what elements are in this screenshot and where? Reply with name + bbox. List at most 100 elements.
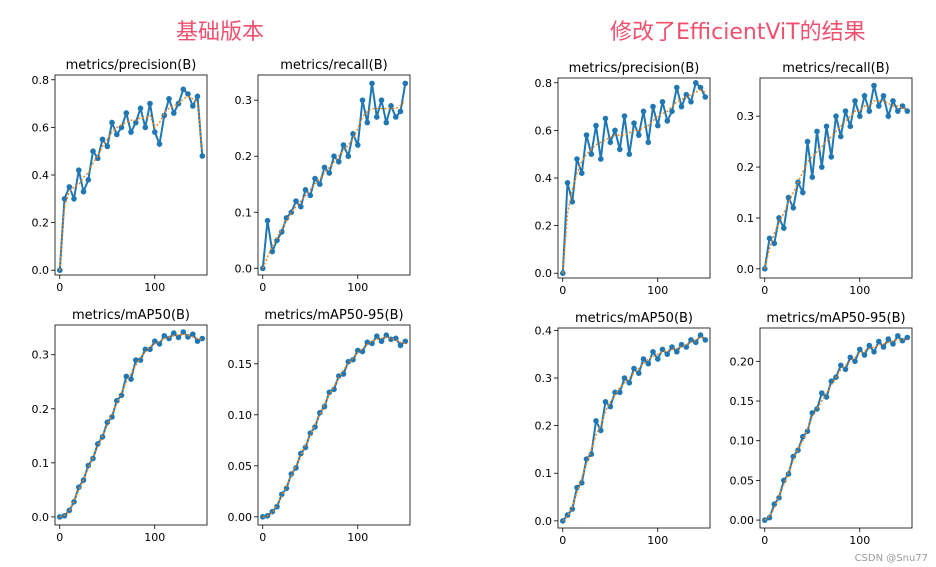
chart-title: metrics/mAP50(B) bbox=[72, 308, 190, 323]
data-point bbox=[885, 113, 892, 119]
data-point bbox=[640, 108, 647, 115]
data-point bbox=[598, 427, 604, 434]
y-tick-label: 0.3 bbox=[235, 94, 253, 107]
plot-frame bbox=[54, 324, 208, 526]
data-point bbox=[598, 156, 604, 162]
data-point bbox=[564, 512, 571, 518]
data-point bbox=[321, 164, 328, 171]
data-point bbox=[355, 142, 361, 148]
y-tick-label: 0.6 bbox=[32, 121, 50, 134]
data-point bbox=[321, 403, 328, 410]
data-point bbox=[95, 441, 101, 447]
results-line bbox=[764, 334, 908, 521]
data-point bbox=[852, 98, 858, 104]
data-point bbox=[194, 93, 201, 100]
data-point bbox=[57, 267, 63, 273]
chart-title: metrics/mAP50-95(B) bbox=[766, 311, 905, 326]
data-point bbox=[114, 131, 120, 138]
data-point bbox=[857, 346, 863, 353]
data-point bbox=[842, 108, 849, 114]
data-point bbox=[560, 518, 566, 524]
data-point bbox=[800, 189, 806, 196]
y-tick-label: 0.2 bbox=[235, 150, 253, 163]
y-tick-label: 0.15 bbox=[228, 358, 253, 371]
data-point bbox=[655, 356, 661, 362]
data-point bbox=[636, 132, 642, 138]
data-point bbox=[574, 156, 580, 162]
data-point bbox=[175, 334, 182, 341]
data-point bbox=[626, 380, 633, 386]
data-point bbox=[621, 375, 628, 381]
data-point bbox=[659, 99, 666, 105]
efficientvit-result-title: 修改了EfficientViT的结果 bbox=[610, 20, 866, 45]
results-line bbox=[763, 85, 909, 269]
data-point bbox=[814, 128, 820, 135]
data-point bbox=[702, 94, 709, 100]
x-tick-label: 0 bbox=[559, 534, 566, 547]
data-point bbox=[298, 203, 304, 210]
chart-title: metrics/precision(B) bbox=[66, 58, 197, 73]
data-point bbox=[340, 142, 347, 148]
data-point bbox=[785, 194, 792, 201]
data-point bbox=[828, 154, 835, 160]
data-point bbox=[388, 103, 394, 109]
data-point bbox=[104, 143, 111, 150]
base-version-title: 基础版本 bbox=[176, 20, 265, 45]
data-point bbox=[66, 184, 73, 190]
data-point bbox=[123, 373, 130, 380]
data-point bbox=[819, 390, 825, 396]
y-tick-label: 0.3 bbox=[535, 372, 553, 385]
x-tick-label: 0 bbox=[761, 534, 768, 547]
data-point bbox=[312, 175, 318, 182]
results-line bbox=[59, 330, 203, 518]
data-point bbox=[133, 119, 139, 126]
data-point bbox=[560, 270, 566, 276]
data-point bbox=[378, 97, 385, 103]
y-tick-label: 0.1 bbox=[235, 206, 253, 219]
data-point bbox=[402, 80, 409, 87]
data-point bbox=[847, 354, 854, 361]
data-point bbox=[274, 503, 280, 510]
chart-evit-recall: metrics/recall(B) 0.0 0.1 0.2 0.3 0 100 bbox=[737, 61, 913, 297]
x-tick-label: 100 bbox=[347, 281, 368, 294]
results-line bbox=[562, 333, 707, 522]
x-tick-label: 0 bbox=[761, 284, 768, 297]
data-point bbox=[842, 366, 849, 373]
data-point bbox=[76, 167, 82, 173]
data-point bbox=[871, 349, 877, 355]
y-tick-label: 0.8 bbox=[32, 74, 50, 87]
smooth-line bbox=[764, 338, 908, 521]
data-point bbox=[76, 484, 82, 490]
smooth-line bbox=[59, 333, 203, 518]
data-point bbox=[104, 419, 111, 426]
x-tick-label: 0 bbox=[559, 284, 566, 297]
x-tick-label: 0 bbox=[56, 531, 63, 544]
data-point bbox=[781, 477, 787, 484]
data-point bbox=[828, 378, 835, 384]
data-point bbox=[171, 330, 177, 336]
data-point bbox=[871, 82, 877, 89]
data-point bbox=[617, 146, 623, 153]
data-point bbox=[564, 180, 571, 186]
data-point bbox=[650, 349, 656, 355]
data-point bbox=[180, 86, 187, 93]
data-point bbox=[199, 153, 206, 159]
y-tick-label: 0.3 bbox=[32, 349, 50, 362]
data-point bbox=[669, 344, 675, 350]
data-point bbox=[790, 205, 797, 211]
data-point bbox=[326, 170, 333, 176]
data-point bbox=[302, 187, 309, 193]
data-point bbox=[650, 103, 656, 110]
data-point bbox=[838, 362, 844, 369]
results-line bbox=[561, 80, 707, 274]
data-point bbox=[683, 91, 690, 98]
data-point bbox=[378, 338, 385, 345]
y-tick-label: 0.10 bbox=[730, 435, 755, 448]
data-point bbox=[393, 114, 399, 120]
data-point bbox=[57, 514, 63, 520]
data-point bbox=[364, 339, 371, 346]
data-point bbox=[771, 240, 778, 247]
data-point bbox=[264, 217, 271, 224]
data-point bbox=[866, 108, 873, 114]
data-point bbox=[895, 333, 901, 339]
